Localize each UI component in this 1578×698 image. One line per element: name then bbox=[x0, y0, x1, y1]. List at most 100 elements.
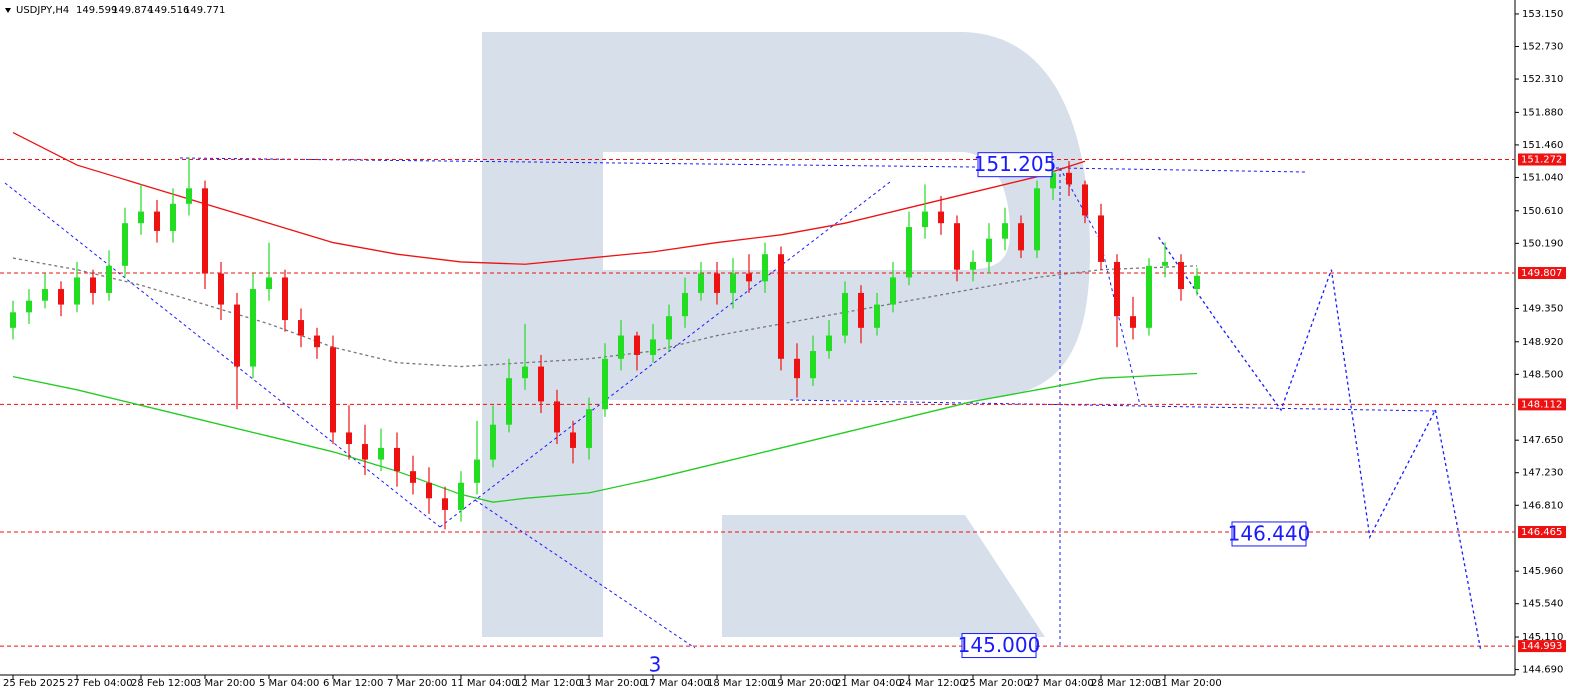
candle-body bbox=[730, 273, 736, 293]
x-tick-label: 6 Mar 12:00 bbox=[323, 678, 383, 689]
x-tick-label: 28 Feb 12:00 bbox=[131, 678, 197, 689]
trend-lines bbox=[4, 157, 1436, 649]
y-tick-label: 147.230 bbox=[1522, 468, 1563, 479]
candle-body bbox=[890, 277, 896, 305]
candle-body bbox=[1178, 261, 1184, 290]
candle-body bbox=[506, 378, 512, 425]
candle-body bbox=[154, 211, 160, 231]
candle-body bbox=[58, 289, 64, 305]
x-tick-label: 5 Mar 04:00 bbox=[259, 678, 319, 689]
candle-body bbox=[874, 304, 880, 328]
candle-body bbox=[234, 304, 240, 367]
y-tick-label: 145.540 bbox=[1522, 599, 1563, 610]
candle-body bbox=[1162, 261, 1168, 266]
candle-body bbox=[1146, 265, 1152, 328]
watermark bbox=[482, 32, 1090, 637]
overlay-line bbox=[12, 372, 1198, 503]
x-tick-label: 11 Mar 04:00 bbox=[451, 678, 518, 689]
overlay-line bbox=[12, 257, 1198, 368]
ohlc-high: 149.874 bbox=[112, 5, 153, 16]
candle-body bbox=[330, 347, 336, 433]
candle-body bbox=[1098, 215, 1104, 262]
price-level-box bbox=[1518, 398, 1566, 411]
y-tick-label: 151.460 bbox=[1522, 140, 1563, 151]
x-tick-label: 31 Mar 20:00 bbox=[1155, 678, 1222, 689]
y-tick-label: 145.960 bbox=[1522, 566, 1563, 577]
candle-body bbox=[1082, 184, 1088, 216]
y-tick-label: 148.920 bbox=[1522, 337, 1563, 348]
candle-body bbox=[298, 320, 304, 336]
overlay-line bbox=[1158, 236, 1482, 652]
x-tick-label: 25 Feb 2025 bbox=[3, 678, 65, 689]
candle-body bbox=[106, 265, 112, 293]
candle-body bbox=[634, 335, 640, 355]
candle-body bbox=[858, 292, 864, 328]
wave-label: 3 bbox=[649, 653, 662, 677]
price-level-label: 149.807 bbox=[1521, 268, 1562, 279]
candle-body bbox=[522, 366, 528, 379]
candle-body bbox=[970, 261, 976, 270]
candle-body bbox=[778, 254, 784, 359]
y-tick-label: 150.190 bbox=[1522, 238, 1563, 249]
candle-body bbox=[810, 351, 816, 379]
symbol: USDJPY,H4 bbox=[16, 5, 69, 16]
candle-body bbox=[1066, 172, 1072, 185]
price-level-box bbox=[1518, 153, 1566, 166]
candle-body bbox=[10, 312, 16, 328]
y-tick-label: 144.690 bbox=[1522, 665, 1563, 676]
candle-body bbox=[490, 424, 496, 460]
candle-body bbox=[26, 300, 32, 313]
x-tick-label: 19 Mar 20:00 bbox=[771, 678, 838, 689]
candle-body bbox=[538, 366, 544, 402]
annotation-label: 151.205 bbox=[974, 152, 1057, 176]
price-level-label: 144.993 bbox=[1521, 641, 1562, 652]
y-tick-label: 146.810 bbox=[1522, 500, 1563, 511]
candle-body bbox=[218, 273, 224, 305]
x-tick-label: 7 Mar 20:00 bbox=[387, 678, 447, 689]
y-tick-label: 152.310 bbox=[1522, 74, 1563, 85]
candle-body bbox=[362, 444, 368, 460]
candle-body bbox=[442, 498, 448, 510]
ohlc-open: 149.599 bbox=[76, 5, 117, 16]
annotation-box bbox=[1231, 521, 1307, 547]
candle-body bbox=[266, 277, 272, 290]
candle-body bbox=[1114, 261, 1120, 317]
candle-body bbox=[698, 273, 704, 293]
candle-body bbox=[186, 188, 192, 204]
price-level-label: 146.465 bbox=[1521, 527, 1562, 538]
price-level-box bbox=[1518, 267, 1566, 280]
y-tick-label: 145.110 bbox=[1522, 632, 1563, 643]
candle-body bbox=[826, 335, 832, 352]
x-tick-label: 25 Mar 20:00 bbox=[963, 678, 1030, 689]
candle-body bbox=[650, 339, 656, 355]
candle-body bbox=[618, 335, 624, 359]
candle-body bbox=[282, 277, 288, 321]
overlay-line bbox=[12, 131, 1086, 265]
candle-body bbox=[1194, 275, 1200, 290]
candle-body bbox=[474, 459, 480, 483]
price-level-label: 148.112 bbox=[1521, 399, 1562, 410]
candle-body bbox=[682, 292, 688, 317]
candle-body bbox=[986, 238, 992, 262]
candle-body bbox=[922, 211, 928, 228]
price-level-box bbox=[1518, 526, 1566, 539]
candle-body bbox=[1130, 316, 1136, 328]
x-tick-label: 17 Mar 04:00 bbox=[643, 678, 710, 689]
candle-body bbox=[394, 447, 400, 472]
candle-body bbox=[586, 409, 592, 448]
y-tick-label: 150.610 bbox=[1522, 206, 1563, 217]
candle-body bbox=[794, 358, 800, 379]
candle-body bbox=[346, 432, 352, 445]
annotation-label: 146.440 bbox=[1228, 521, 1311, 545]
ohlc-close: 149.771 bbox=[184, 5, 225, 16]
candle-body bbox=[762, 254, 768, 282]
candle-body bbox=[458, 482, 464, 510]
x-tick-label: 28 Mar 12:00 bbox=[1091, 678, 1158, 689]
candle-body bbox=[314, 335, 320, 348]
candle-body bbox=[202, 188, 208, 274]
candle-body bbox=[378, 447, 384, 460]
price-level-box bbox=[1518, 640, 1566, 653]
y-tick-label: 147.650 bbox=[1522, 435, 1563, 446]
annotation-box bbox=[961, 633, 1037, 659]
header: USDJPY,H4 149.599 149.874 149.516 149.77… bbox=[5, 5, 225, 16]
